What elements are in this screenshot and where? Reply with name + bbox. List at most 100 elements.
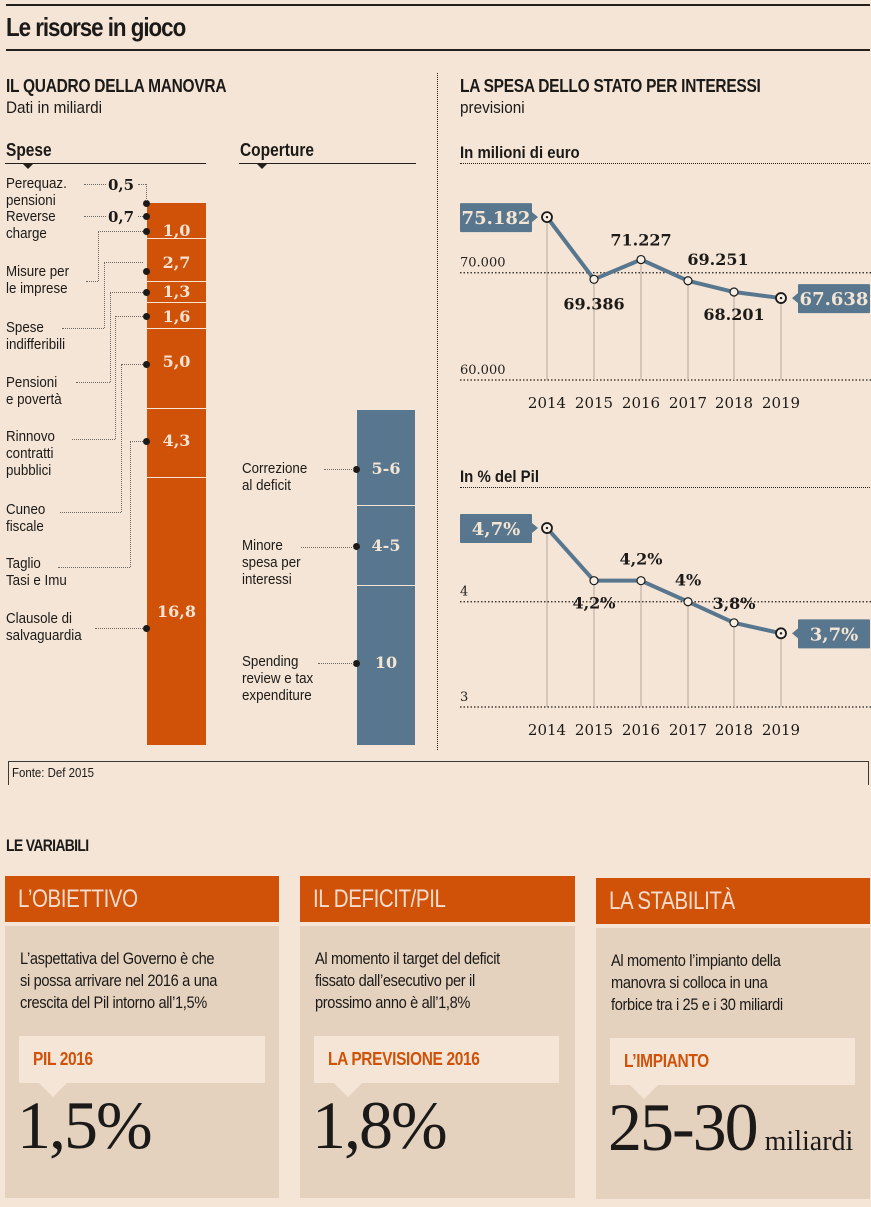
spese-category-label: Rinnovo contratti pubblici xyxy=(6,429,55,480)
data-point xyxy=(589,576,599,586)
value-label: 67.638 xyxy=(800,289,869,310)
leader-line xyxy=(115,316,116,439)
leader-line xyxy=(115,316,143,317)
label-line: Rinnovo xyxy=(6,429,55,445)
spese-value-label: 0,5 xyxy=(108,176,135,194)
callout-label: PIL 2016 xyxy=(33,1049,93,1069)
card-text-line: prossimo anno è all’1,8% xyxy=(315,993,471,1012)
data-point xyxy=(589,274,599,284)
leader-dot xyxy=(143,227,150,235)
value-label: 71.227 xyxy=(610,231,671,250)
value-callout-box xyxy=(460,203,532,233)
spese-value-label: 0,7 xyxy=(108,208,135,226)
leader-line xyxy=(318,663,354,664)
leader-line xyxy=(60,512,121,513)
card-value: 1,5% xyxy=(17,1086,153,1165)
y-tick-label: 3 xyxy=(460,690,468,705)
label-line: le imprese xyxy=(6,281,68,297)
coperture-bar-segment xyxy=(357,586,415,746)
leader-line xyxy=(146,184,147,201)
spese-category-label: Taglio Tasi e Imu xyxy=(6,556,67,590)
chart-title-euro: In milioni di euro xyxy=(460,143,580,162)
leader-dot xyxy=(353,659,360,667)
leader-line xyxy=(98,231,99,281)
title-rule xyxy=(6,49,870,51)
label-line: charge xyxy=(6,226,47,242)
card-text: L’aspettativa del Governo è che si possa … xyxy=(20,948,295,1014)
y-tick-label: 4 xyxy=(460,585,468,600)
line-chart-euro: 60.000 70.000 2014 2015 2016 2017 2018 2019 75.1… xyxy=(460,203,871,412)
leader-line xyxy=(84,184,106,185)
chart-title-pil-rule xyxy=(460,487,870,488)
leader-line xyxy=(104,262,143,263)
spese-value-label: 1,0 xyxy=(162,221,191,240)
x-tick-label: 2016 xyxy=(622,394,660,412)
leader-dot xyxy=(143,267,150,275)
card-text-line: Al momento l’impianto della xyxy=(611,951,781,970)
coperture-category-label: Correzione al deficit xyxy=(242,461,307,495)
card-header-label: L’OBIETTIVO xyxy=(18,885,138,913)
leader-line xyxy=(138,216,143,217)
spese-value-label: 2,7 xyxy=(162,253,191,272)
coperture-value-label: 10 xyxy=(374,653,398,672)
source-note: Fonte: Def 2015 xyxy=(12,765,95,780)
leader-line xyxy=(110,292,143,293)
leader-dot xyxy=(143,199,150,207)
card-stabilita-header: LA STABILITÀ xyxy=(596,878,870,924)
leader-line xyxy=(110,292,111,382)
coperture-value-label: 5-6 xyxy=(371,459,401,478)
data-point-center xyxy=(779,632,783,635)
data-point xyxy=(729,618,739,628)
label-line: pensioni xyxy=(6,193,56,209)
coperture-bar-segment xyxy=(357,506,415,586)
coperture-category-label: Minore spesa per interessi xyxy=(242,538,301,589)
spese-bar-segment xyxy=(147,203,206,239)
value-label: 69.386 xyxy=(563,294,624,313)
value-callout-box xyxy=(460,514,532,544)
leader-dot xyxy=(143,288,150,296)
leader-line xyxy=(62,328,104,329)
leader-line xyxy=(130,441,143,442)
spese-bar-segment xyxy=(147,239,206,282)
leader-line xyxy=(104,262,105,328)
spese-category-label: Spese indifferibili xyxy=(6,320,65,354)
card-value-number: 1,5% xyxy=(17,1087,153,1163)
series-line xyxy=(545,215,782,301)
card-text: Al momento il target del deficit fissato … xyxy=(315,948,590,1014)
value-callout-pointer xyxy=(792,628,798,639)
value-label: 4% xyxy=(675,571,701,590)
value-callout-pointer xyxy=(532,523,538,534)
y-tick-label: 70.000 xyxy=(460,256,506,271)
leader-dot xyxy=(143,437,150,445)
coperture-category-label: Spending review e tax expenditure xyxy=(242,654,313,705)
leader-line xyxy=(301,547,354,548)
data-point xyxy=(683,597,693,607)
card-callout: PIL 2016 xyxy=(19,1036,265,1097)
x-tick-label: 2015 xyxy=(575,721,613,739)
x-tick-label: 2018 xyxy=(715,394,753,412)
top-rule xyxy=(6,4,870,6)
spese-bar-segment xyxy=(147,409,206,478)
card-text-line: manovra si colloca in una xyxy=(611,973,768,992)
spese-value-label: 16,8 xyxy=(157,602,196,621)
leader-line xyxy=(86,281,98,282)
label-line: expenditure xyxy=(242,688,312,704)
label-line: al deficit xyxy=(242,478,291,494)
card-text: Al momento l’impianto della manovra si co… xyxy=(611,950,871,1016)
spese-value-label: 4,3 xyxy=(162,431,191,450)
x-tick-label: 2019 xyxy=(762,394,800,412)
card-text-line: Al momento il target del deficit xyxy=(315,949,500,968)
variabili-title: LE VARIABILI xyxy=(6,836,89,855)
data-point xyxy=(729,287,739,297)
left-section-title: IL QUADRO DELLA MANOVRA xyxy=(6,76,227,96)
spese-bar-segment xyxy=(147,478,206,746)
leader-line xyxy=(58,567,130,568)
leader-dot xyxy=(143,312,150,320)
value-callout-box xyxy=(798,284,870,314)
leader-dot xyxy=(353,542,360,550)
value-label: 75.182 xyxy=(462,208,531,229)
value-callout-pointer xyxy=(532,212,538,223)
card-value: 1,8% xyxy=(312,1086,448,1165)
spese-header-rule xyxy=(5,163,206,169)
label-line: Minore xyxy=(242,538,283,554)
